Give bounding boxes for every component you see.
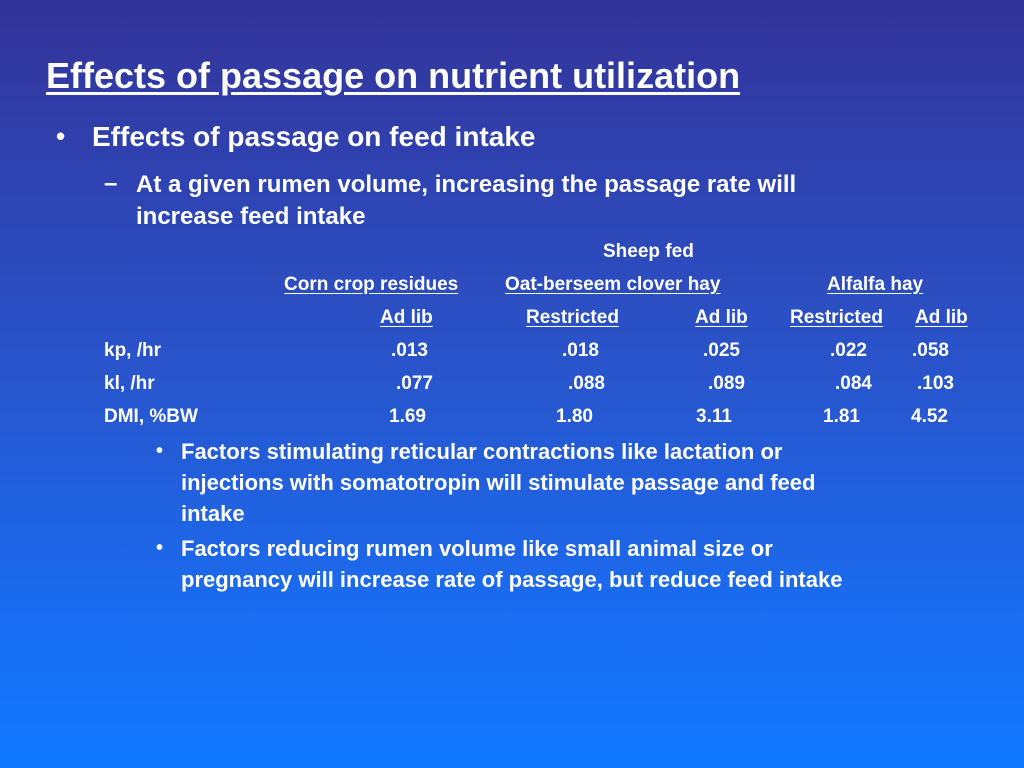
group-header: Oat-berseem clover hay [505,274,721,295]
bullet-marker: • [156,537,164,559]
table-cell: .084 [835,373,872,394]
table-cell: 1.69 [389,406,426,427]
table-header: Sheep fed [603,241,694,262]
table-cell: 3.11 [696,406,732,427]
table-cell: .077 [396,373,433,394]
feeding-header: Ad lib [695,307,748,328]
table-cell: 1.80 [556,406,593,427]
sub-bullet-line: At a given rumen volume, increasing the … [136,171,797,198]
bullet-line: intake [181,501,245,526]
table-cell: .022 [830,340,867,361]
row-label: DMI, %BW [104,406,198,427]
table-cell: .103 [917,373,954,394]
group-header: Corn crop residues [284,274,459,295]
table-cell: .018 [562,340,599,361]
feeding-header: Restricted [790,307,883,328]
row-label: kl, /hr [104,373,155,394]
table-cell: .089 [708,373,745,394]
group-header: Alfalfa hay [827,274,924,295]
table-cell: 4.52 [911,406,948,427]
dash-marker: – [104,170,118,197]
sub-bullet-text: At a given rumen volume, increasing the … [136,169,796,233]
sub-sub-bullet-text: Factors stimulating reticular contractio… [181,436,971,529]
sub-sub-bullet-text: Factors reducing rumen volume like small… [181,533,971,595]
bullet-line: pregnancy will increase rate of passage,… [181,567,843,592]
bullet-line: Factors reducing rumen volume like small… [181,536,773,561]
feeding-header: Ad lib [915,307,968,328]
bullet-marker: • [156,440,164,462]
sub-bullet-line: increase feed intake [136,203,366,230]
row-label: kp, /hr [104,340,162,361]
bullet-line: injections with somatotropin will stimul… [181,470,816,495]
table-cell: .088 [568,373,605,394]
feeding-header: Ad lib [380,307,433,328]
bullet-line: Factors stimulating reticular contractio… [181,439,783,464]
slide-title: Effects of passage on nutrient utilizati… [46,55,741,96]
table-cell: 1.81 [823,406,860,427]
bullet-marker: • [56,121,66,151]
table-cell: .025 [703,340,740,361]
feeding-header: Restricted [526,307,619,328]
bullet-text: Effects of passage on feed intake [92,121,536,152]
table-cell: .013 [391,340,428,361]
table-cell: .058 [912,340,949,361]
